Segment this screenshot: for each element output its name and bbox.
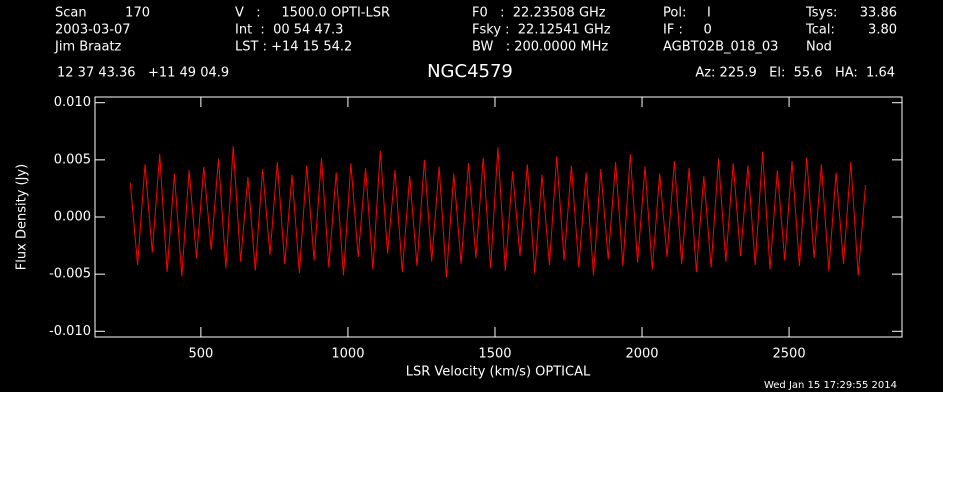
spectrum-line [129,146,866,278]
x-axis-label: LSR Velocity (km/s) OPTICAL [406,365,591,380]
header-field: Jim Braatz [54,40,122,55]
header-field: Tcal: [805,23,835,38]
header-field: 170 [125,6,150,21]
pointing: Az: 225.9 El: 55.6 HA: 1.64 [695,66,895,81]
header-field: Nod [806,40,832,55]
header-field: Pol: I [663,6,711,21]
x-tick-label: 1000 [331,347,364,362]
x-tick-label: 500 [188,347,213,362]
header-field: Tsys: [805,6,837,21]
header-field: AGBT02B_018_03 [663,40,778,55]
header-field: 33.86 [860,6,897,21]
timestamp: Wed Jan 15 17:29:55 2014 [764,380,897,391]
chart-title: NGC4579 [427,61,513,82]
header-field: Fsky : 22.12541 GHz [472,23,611,38]
header-field: 3.80 [868,23,897,38]
y-axis-label: Flux Density (Jy) [15,164,30,270]
y-tick-label: 0.010 [54,95,91,110]
header-field: Scan [55,6,87,21]
x-tick-label: 1500 [478,347,511,362]
header-field: LST : +14 15 54.2 [235,40,352,55]
y-tick-label: -0.010 [49,324,91,339]
header-field: Int : 00 54 47.3 [235,23,343,38]
x-tick-label: 2000 [625,347,658,362]
y-tick-label: 0.000 [54,210,91,225]
header-field: V : 1500.0 OPTI-LSR [235,6,390,21]
header-field: 2003-03-07 [55,23,131,38]
header-field: IF : 0 [663,23,712,38]
header-field: BW : 200.0000 MHz [472,40,608,55]
y-tick-label: -0.005 [49,267,91,282]
coordinates: 12 37 43.36 +11 49 04.9 [57,66,229,81]
x-tick-label: 2500 [773,347,806,362]
header-field: F0 : 22.23508 GHz [472,6,606,21]
y-tick-label: 0.005 [54,152,91,167]
